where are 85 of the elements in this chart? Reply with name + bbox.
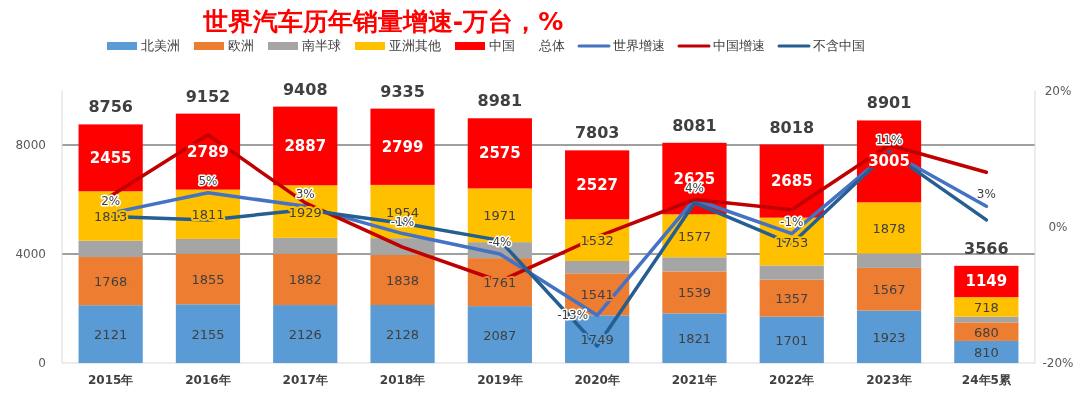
y-tick-label: 0: [38, 356, 46, 370]
data-label: 2128: [386, 327, 420, 343]
data-label: 1761: [483, 275, 517, 291]
data-label: 1821: [677, 331, 711, 347]
bar: [78, 240, 143, 258]
y-tick-label: 8000: [15, 138, 46, 152]
data-label: 5%: [198, 173, 218, 188]
data-label: 1539: [677, 285, 711, 301]
data-label: 1882: [288, 272, 322, 288]
total-label: 8081: [672, 115, 717, 135]
data-label: 810: [973, 344, 999, 360]
y2-tick-label: 0%: [1048, 219, 1068, 234]
data-label: 1838: [386, 272, 420, 288]
bar: [175, 238, 241, 254]
x-tick-label: 24年5累: [961, 373, 1012, 387]
data-label: 718: [973, 299, 999, 315]
data-label: 2575: [478, 144, 521, 163]
bar: [565, 260, 630, 274]
data-label: 3%: [295, 187, 315, 202]
total-label: 8901: [866, 93, 912, 113]
data-label: 2887: [284, 136, 327, 155]
data-label: 2685: [770, 172, 813, 191]
data-label: 1357: [775, 291, 809, 307]
data-label: 1971: [483, 208, 517, 224]
data-label: -4%: [488, 235, 512, 249]
data-label: 1923: [872, 329, 906, 345]
text: 总体: [538, 38, 565, 53]
total-label: 9408: [282, 79, 328, 99]
x-tick-label: 2021年: [671, 373, 718, 387]
data-label: 680: [973, 324, 999, 340]
total-label: 8981: [477, 91, 523, 111]
x-tick-label: 2018年: [379, 373, 426, 387]
data-label: 1749: [580, 332, 614, 348]
total-label: 7803: [574, 123, 620, 143]
data-label: 2455: [89, 148, 132, 167]
y-tick-label: 4000: [15, 247, 46, 261]
legend-label: 亚洲其他: [389, 38, 441, 53]
data-label: 2126: [288, 327, 322, 343]
data-label: 2789: [187, 142, 229, 161]
total-label: 9335: [380, 81, 425, 101]
legend-label: 中国: [489, 38, 515, 53]
data-label: -13%: [557, 308, 589, 323]
total-label: 3566: [964, 238, 1009, 258]
legend-label: 中国增速: [713, 38, 765, 53]
y2-tick-label: -20%: [1042, 356, 1074, 370]
legend-label: 北美洲: [141, 38, 180, 53]
data-label: 11%: [875, 132, 903, 147]
x-tick-label: 2016年: [185, 373, 231, 387]
data-label: 1768: [94, 274, 128, 290]
data-label: 3%: [976, 187, 996, 202]
bar: [273, 237, 338, 254]
data-label: 1541: [580, 287, 614, 303]
x-tick-label: 2020年: [574, 373, 620, 387]
data-label: -1%: [780, 214, 804, 229]
bar: [662, 257, 727, 272]
legend-label: 不含中国: [813, 38, 865, 53]
legend-label: 南半球: [302, 38, 341, 53]
bar: [759, 265, 824, 280]
x-tick-label: 2023年: [866, 373, 912, 387]
data-label: 1855: [191, 272, 225, 287]
data-label: 2527: [576, 175, 619, 194]
total-label: 9152: [185, 86, 231, 106]
x-tick-label: 2019年: [477, 373, 523, 387]
total-label: 8018: [769, 117, 815, 137]
data-label: 1567: [872, 282, 906, 298]
data-label: 1149: [965, 272, 1008, 291]
legend-label: 世界增速: [613, 38, 665, 53]
y2-tick-label: 20%: [1044, 83, 1072, 98]
data-label: 2799: [381, 137, 424, 156]
data-label: 1813: [94, 209, 128, 224]
legend-label: 欧洲: [228, 38, 254, 53]
data-label: 1929: [288, 204, 322, 220]
data-label: 1878: [872, 220, 906, 236]
data-label: 2121: [94, 327, 128, 343]
x-tick-label: 2015年: [87, 373, 134, 387]
x-tick-label: 2017年: [282, 373, 328, 387]
bar: [856, 253, 922, 268]
data-label: 2155: [191, 326, 225, 342]
data-label: 1577: [677, 228, 711, 244]
data-label: 1701: [775, 332, 809, 348]
data-label: 2087: [483, 327, 517, 343]
total-label: 8756: [88, 97, 133, 117]
x-tick-label: 2022年: [769, 373, 815, 387]
data-label: 2%: [101, 194, 121, 209]
chart-title: 世界汽车历年销量增速-万台，%: [201, 7, 564, 36]
